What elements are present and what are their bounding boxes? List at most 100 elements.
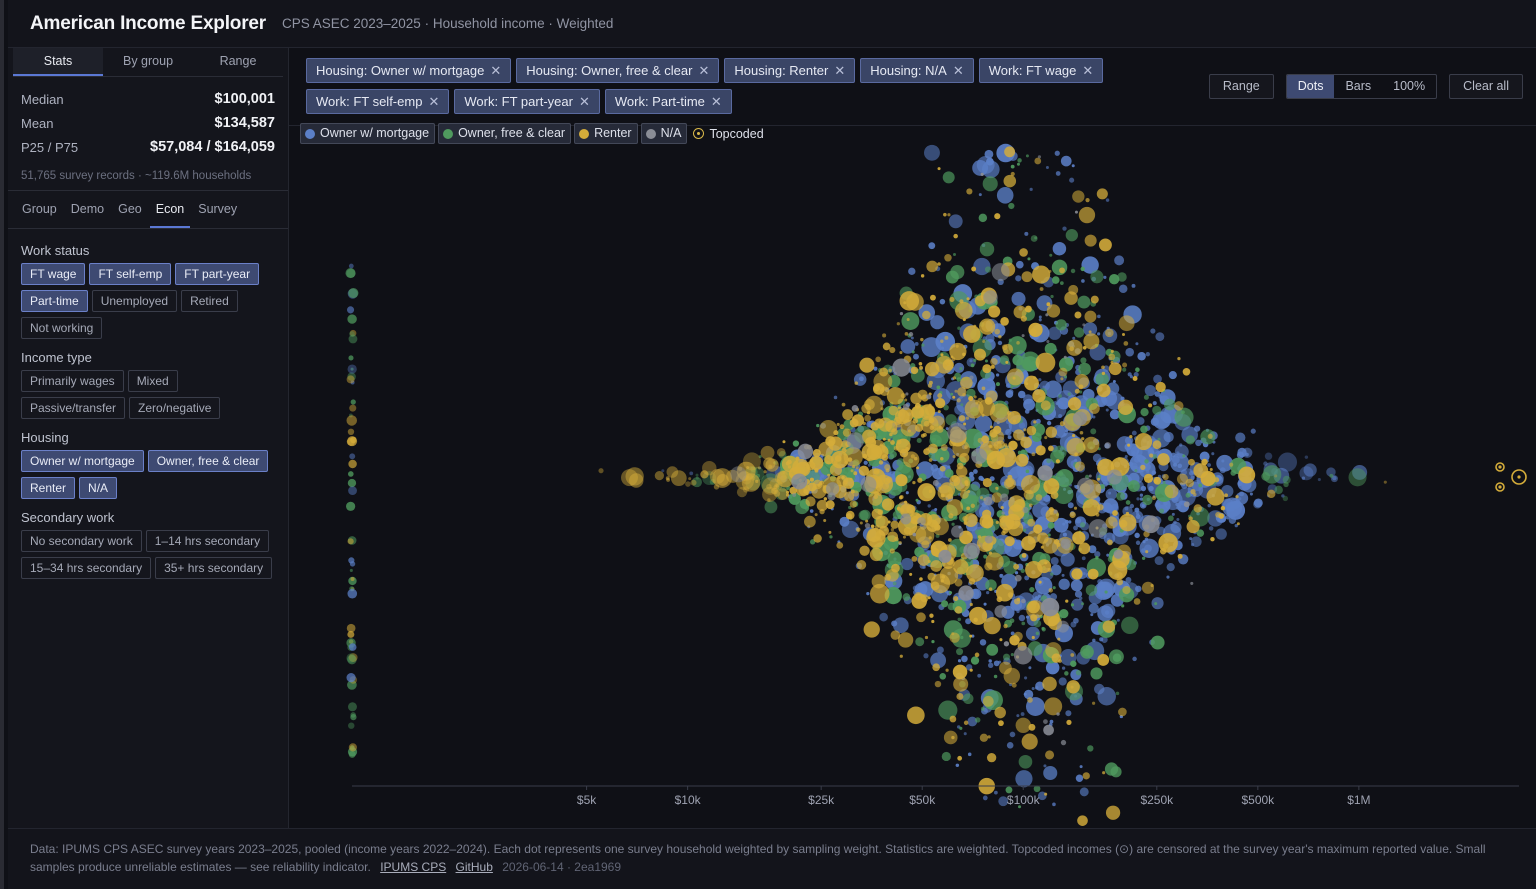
data-point bbox=[1078, 362, 1091, 376]
range-button[interactable]: Range bbox=[1208, 74, 1274, 99]
active-filter-tag[interactable]: Housing: Renter ✕ bbox=[724, 58, 856, 83]
filter-chip[interactable]: FT self-emp bbox=[89, 263, 172, 285]
filter-tabs: Group Demo Geo Econ Survey bbox=[8, 191, 288, 229]
view-100pct-option[interactable]: 100% bbox=[1393, 79, 1426, 93]
active-filter-tag[interactable]: Work: Part-time ✕ bbox=[604, 89, 732, 114]
data-point bbox=[956, 398, 961, 403]
data-point bbox=[970, 503, 975, 508]
legend-item[interactable]: Renter bbox=[574, 123, 638, 144]
remove-tag-icon[interactable]: ✕ bbox=[698, 63, 710, 78]
filter-chip[interactable]: 35+ hrs secondary bbox=[155, 557, 273, 579]
data-point bbox=[1151, 495, 1157, 500]
active-filter-tag[interactable]: Housing: N/A ✕ bbox=[860, 58, 974, 83]
data-point bbox=[1060, 155, 1072, 167]
view-dots-option[interactable]: Dots bbox=[1286, 75, 1335, 98]
filter-chip[interactable]: No secondary work bbox=[21, 530, 142, 552]
active-filter-tag[interactable]: Work: FT wage ✕ bbox=[978, 58, 1104, 83]
tab-by-group[interactable]: By group bbox=[122, 54, 174, 68]
ipums-link[interactable]: IPUMS CPS bbox=[380, 860, 447, 874]
data-point bbox=[788, 492, 801, 505]
data-point bbox=[629, 473, 644, 488]
tab-survey[interactable]: Survey bbox=[198, 202, 238, 216]
filter-chip[interactable]: FT wage bbox=[21, 263, 86, 285]
remove-tag-icon[interactable]: ✕ bbox=[952, 63, 964, 78]
github-link[interactable]: GitHub bbox=[455, 860, 493, 874]
data-point bbox=[1016, 714, 1020, 718]
housing-chips: Owner w/ mortgage Owner, free & clear Rent… bbox=[21, 450, 276, 499]
filter-chip[interactable]: 1–14 hrs secondary bbox=[145, 530, 270, 552]
data-point bbox=[959, 366, 963, 371]
beeswarm-plot[interactable]: $5k $10k $25k $50k $100k $250k $500k $1M bbox=[289, 143, 1536, 828]
data-point bbox=[1046, 458, 1052, 464]
filter-chip[interactable]: Renter bbox=[21, 477, 76, 499]
legend-item[interactable]: Owner w/ mortgage bbox=[300, 123, 436, 144]
filter-chip[interactable]: 15–34 hrs secondary bbox=[21, 557, 152, 579]
filter-chip[interactable]: Unemployed bbox=[91, 290, 178, 312]
filter-chip[interactable]: Mixed bbox=[127, 370, 178, 392]
data-point bbox=[899, 448, 909, 458]
data-point bbox=[1081, 279, 1085, 283]
filter-chip[interactable]: N/A bbox=[79, 477, 118, 499]
active-filter-tag[interactable]: Housing: Owner w/ mortgage ✕ bbox=[306, 58, 512, 83]
active-filter-tag[interactable]: Work: FT part-year ✕ bbox=[454, 89, 600, 114]
data-point bbox=[970, 363, 975, 368]
remove-tag-icon[interactable]: ✕ bbox=[1082, 63, 1094, 78]
legend-item[interactable]: N/A bbox=[640, 123, 688, 144]
active-filter-tag[interactable]: Work: FT self-emp ✕ bbox=[306, 89, 450, 114]
filter-chip[interactable]: Not working bbox=[21, 317, 103, 339]
tab-geo[interactable]: Geo bbox=[118, 202, 142, 216]
data-point bbox=[774, 472, 787, 484]
tab-demo[interactable]: Demo bbox=[70, 202, 105, 216]
data-point bbox=[920, 337, 924, 342]
data-point bbox=[930, 560, 943, 572]
view-bars-option[interactable]: Bars bbox=[1345, 79, 1372, 93]
data-point bbox=[347, 428, 355, 436]
data-point bbox=[1034, 157, 1042, 165]
data-point bbox=[1029, 586, 1035, 593]
data-point bbox=[1016, 162, 1020, 166]
data-point bbox=[1010, 164, 1015, 169]
tab-econ[interactable]: Econ bbox=[149, 201, 191, 228]
data-point bbox=[689, 471, 694, 476]
data-point bbox=[1003, 443, 1008, 447]
filter-chip[interactable]: Retired bbox=[181, 290, 238, 312]
remove-tag-icon[interactable]: ✕ bbox=[428, 94, 440, 109]
filter-chip[interactable]: Zero/negative bbox=[129, 397, 221, 419]
data-point bbox=[1014, 574, 1022, 582]
data-point bbox=[915, 498, 919, 502]
data-point bbox=[1090, 270, 1104, 284]
remove-tag-icon[interactable]: ✕ bbox=[710, 94, 722, 109]
data-point bbox=[1261, 472, 1271, 481]
legend-item[interactable]: Owner, free & clear bbox=[438, 123, 572, 144]
data-point bbox=[966, 388, 976, 398]
filter-chip[interactable]: FT part-year bbox=[175, 263, 260, 285]
tab-stats[interactable]: Stats bbox=[13, 48, 103, 76]
remove-tag-icon[interactable]: ✕ bbox=[490, 63, 502, 78]
data-point bbox=[1067, 502, 1074, 509]
clear-all-button[interactable]: Clear all bbox=[1449, 74, 1523, 99]
topcoded-marker-center bbox=[1517, 475, 1521, 479]
filter-chip[interactable]: Part-time bbox=[21, 290, 88, 312]
remove-tag-icon[interactable]: ✕ bbox=[578, 94, 590, 109]
filter-chip[interactable]: Owner, free & clear bbox=[147, 450, 269, 472]
filter-chip[interactable]: Owner w/ mortgage bbox=[21, 450, 144, 472]
tab-range[interactable]: Range bbox=[219, 54, 257, 68]
data-point bbox=[954, 606, 963, 614]
filter-chip[interactable]: Passive/transfer bbox=[21, 397, 126, 419]
data-point bbox=[999, 573, 1003, 578]
data-point bbox=[995, 373, 1000, 377]
app-subtitle: CPS ASEC 2023–2025 · Household income · … bbox=[281, 16, 614, 31]
data-point bbox=[346, 437, 355, 446]
data-point bbox=[1033, 376, 1037, 380]
data-point bbox=[1066, 680, 1080, 694]
filter-chip[interactable]: Primarily wages bbox=[21, 370, 124, 392]
data-point bbox=[983, 602, 987, 606]
data-point bbox=[982, 795, 988, 801]
data-point bbox=[892, 510, 902, 520]
remove-tag-icon[interactable]: ✕ bbox=[834, 63, 846, 78]
data-point bbox=[1008, 389, 1014, 395]
active-filter-tag[interactable]: Housing: Owner, free & clear ✕ bbox=[516, 58, 720, 83]
data-point bbox=[928, 417, 935, 424]
tab-group[interactable]: Group bbox=[22, 202, 57, 216]
data-point bbox=[962, 318, 966, 322]
